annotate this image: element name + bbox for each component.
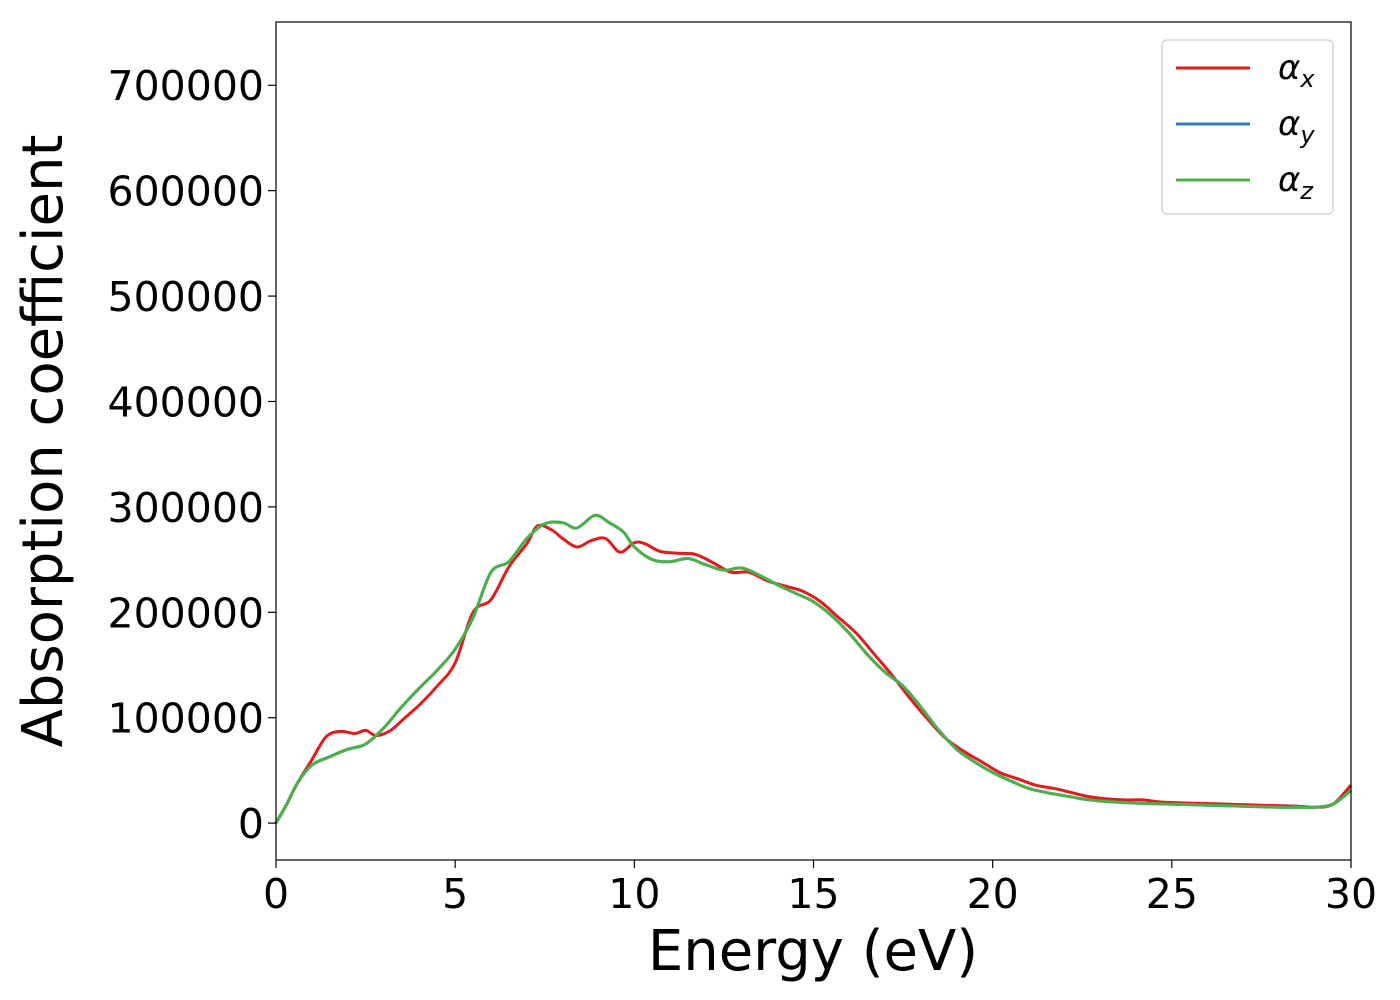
x-tick-label: 30 xyxy=(1325,870,1377,918)
x-tick-label: 10 xyxy=(608,870,660,918)
y-tick-label: 600000 xyxy=(107,168,264,216)
x-tick-label: 20 xyxy=(967,870,1019,918)
x-tick-label: 25 xyxy=(1146,870,1198,918)
legend-box xyxy=(1161,39,1334,215)
y-tick-label: 500000 xyxy=(107,273,264,321)
x-tick-label: 15 xyxy=(787,870,839,918)
y-tick-label: 400000 xyxy=(107,378,264,426)
x-axis-title: Energy (eV) xyxy=(648,919,978,984)
x-axis-ticks: 0 5 10 15 20 25 30 xyxy=(263,860,1377,918)
y-tick-label: 100000 xyxy=(107,695,264,743)
y-tick-label: 0 xyxy=(238,800,264,848)
legend-label-alpha-y: αy xyxy=(1278,104,1315,149)
y-axis-ticks: 0 100000 200000 300000 400000 500000 600000 700… xyxy=(107,62,276,848)
y-tick-label: 200000 xyxy=(107,589,264,637)
legend-label-alpha-x: αx xyxy=(1278,48,1315,93)
series-line-alpha-z xyxy=(274,513,1352,824)
legend-label-alpha-z: αz xyxy=(1278,160,1314,205)
x-tick-label: 5 xyxy=(442,870,468,918)
x-tick-label: 0 xyxy=(263,870,289,918)
y-tick-label: 300000 xyxy=(107,484,264,532)
y-tick-label: 700000 xyxy=(107,62,264,110)
y-axis-title: Absorption coefficient xyxy=(11,135,76,748)
series-line-alpha-x xyxy=(274,523,1353,824)
legend: αx αy αz xyxy=(1161,39,1334,215)
plot-lines xyxy=(274,513,1353,824)
